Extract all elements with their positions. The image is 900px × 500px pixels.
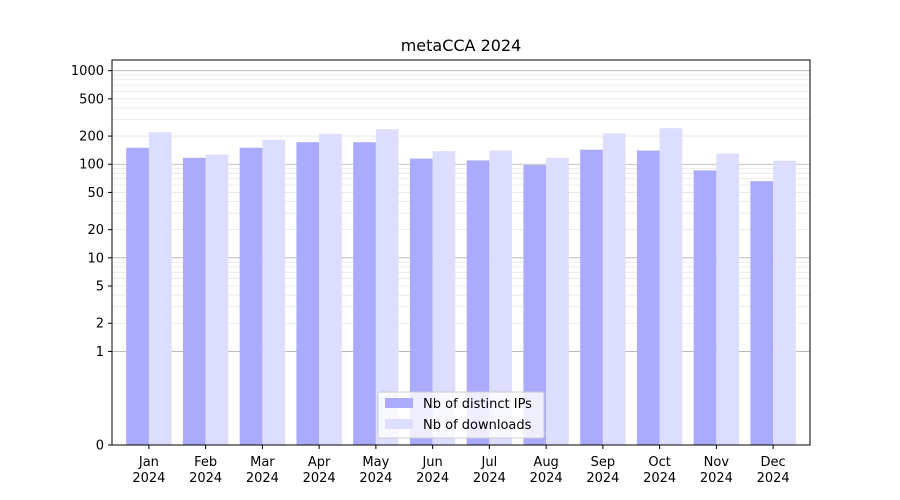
bar-downloads [262, 139, 286, 445]
bar-downloads [432, 151, 456, 446]
x-tick-label: Jul 2024 [473, 455, 506, 486]
bar-distinct-ips [636, 150, 660, 445]
y-tick-label: 5 [96, 280, 104, 295]
legend-label-distinct-ips: Nb of distinct IPs [423, 397, 532, 412]
x-tick-label: May 2024 [359, 455, 392, 486]
bar-downloads [205, 154, 229, 445]
y-tick-label: 1000 [71, 64, 104, 79]
x-tick-label: Nov 2024 [700, 455, 733, 486]
bar-downloads [319, 133, 342, 445]
y-tick-label: 200 [79, 130, 104, 145]
bar-distinct-ips [523, 165, 547, 445]
y-tick-label: 2 [96, 317, 104, 332]
legend-swatch-downloads [385, 419, 413, 429]
bar-distinct-ips [409, 158, 433, 445]
plot-frame [111, 59, 811, 446]
x-tick-label: Feb 2024 [189, 455, 222, 486]
bar-distinct-ips [580, 149, 603, 445]
y-tick-label: 0 [96, 439, 104, 454]
bar-distinct-ips [353, 142, 376, 445]
bar-downloads [659, 128, 683, 445]
x-tick-label: Aug 2024 [530, 455, 563, 486]
bar-downloads [716, 153, 740, 446]
chart-title: metaCCA 2024 [401, 36, 522, 55]
bar-distinct-ips [182, 157, 206, 446]
x-tick-label: Dec 2024 [757, 455, 790, 486]
x-tick-label: Jan 2024 [132, 455, 165, 486]
bar-downloads [148, 132, 172, 445]
y-axis: 0 1 2 5 10 20 50 100 200 500 1000 [71, 64, 112, 454]
y-tick-label: 500 [79, 92, 104, 107]
bar-distinct-ips [126, 147, 149, 445]
x-tick-label: Oct 2024 [643, 455, 676, 486]
bar-distinct-ips [466, 160, 490, 445]
bar-distinct-ips [239, 147, 263, 445]
bar-distinct-ips [296, 142, 320, 445]
x-tick-label: Jun 2024 [416, 455, 449, 486]
x-axis: Jan 2024 Feb 2024 Mar 2024 Apr 2024 May 2024 Jun 20… [132, 445, 790, 486]
legend-box [377, 391, 545, 439]
legend-swatch-distinct-ips [385, 398, 413, 408]
y-tick-label: 10 [87, 251, 104, 266]
bar-distinct-ips [750, 181, 774, 445]
bar-downloads [602, 133, 626, 445]
y-tick-label: 20 [87, 223, 104, 238]
legend: Nb of distinct IPs Nb of downloads [377, 391, 545, 439]
bar-distinct-ips [693, 170, 717, 445]
bar-downloads [489, 150, 513, 445]
bar-downloads [773, 160, 796, 446]
x-tick-label: Apr 2024 [303, 455, 336, 486]
bar-downloads [375, 129, 399, 446]
y-tick-label: 50 [87, 186, 104, 201]
bar-downloads [546, 157, 569, 446]
bars [126, 128, 796, 446]
y-tick-label: 100 [79, 158, 104, 173]
x-tick-label: Sep 2024 [586, 455, 619, 486]
legend-label-downloads: Nb of downloads [423, 418, 532, 433]
y-tick-label: 1 [96, 345, 104, 360]
x-tick-label: Mar 2024 [246, 455, 279, 486]
